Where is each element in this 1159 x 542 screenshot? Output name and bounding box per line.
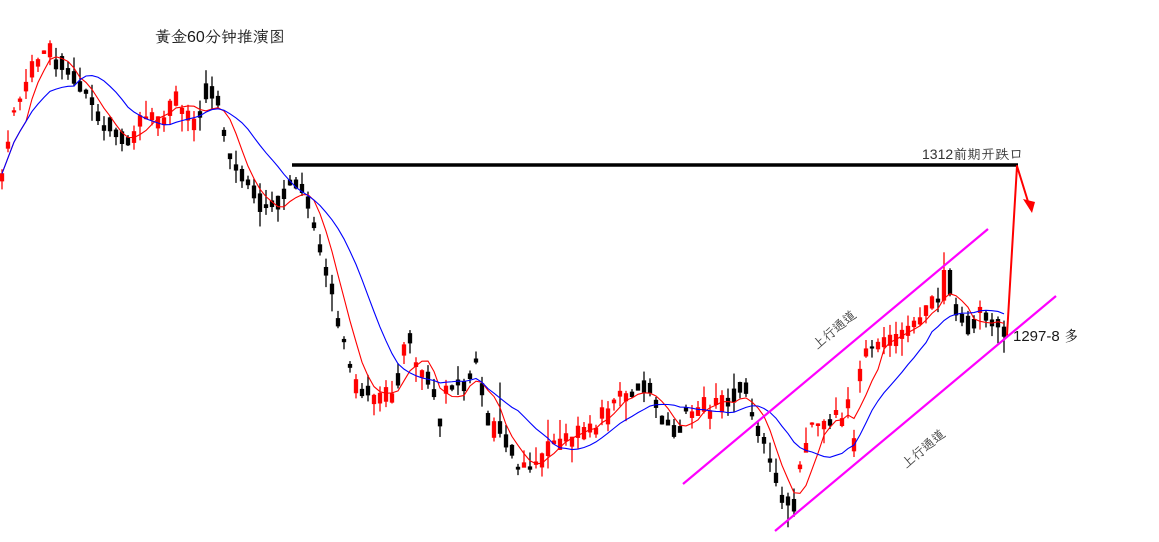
svg-text:1297-8 多: 1297-8 多 bbox=[1013, 327, 1079, 346]
svg-text:黄金60分钟推演图: 黄金60分钟推演图 bbox=[155, 25, 285, 47]
svg-text:1312前期开跌口: 1312前期开跌口 bbox=[922, 145, 1023, 163]
